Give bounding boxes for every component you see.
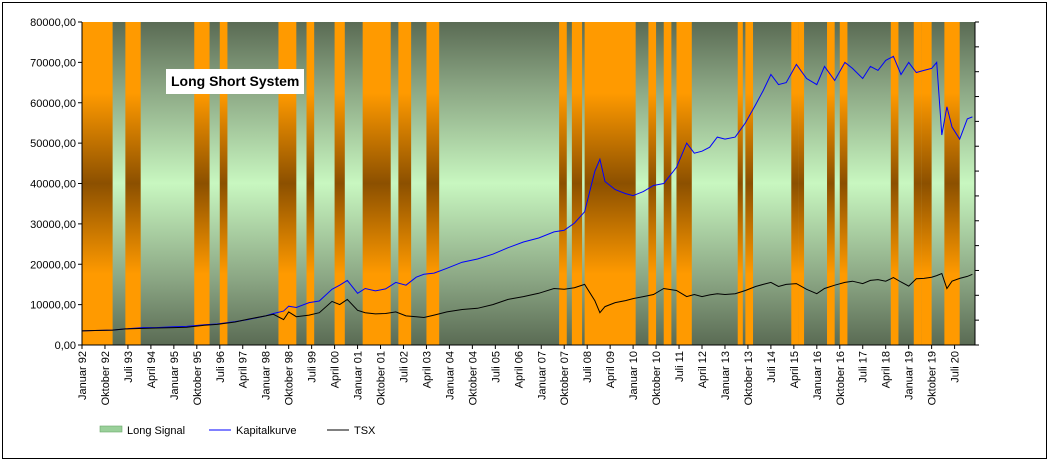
long-signal-band <box>745 22 754 345</box>
long-signal-band <box>559 22 567 345</box>
chart-title: Long Short System <box>171 73 299 89</box>
x-tick-label: Juli 20 <box>950 351 962 383</box>
y-tick-label: 10000,00 <box>30 300 76 312</box>
chart-title-box: Long Short System <box>166 69 304 94</box>
long-signal-band <box>278 22 297 345</box>
long-signal-band <box>194 22 210 345</box>
long-signal-band <box>306 22 315 345</box>
x-tick-label: April 09 <box>605 351 617 388</box>
x-tick-label: Januar 10 <box>628 351 640 400</box>
y-tick-label: 30000,00 <box>30 219 76 231</box>
x-tick-label: Juli 08 <box>582 351 594 383</box>
series-lines <box>81 55 973 332</box>
long-signal-band <box>648 22 657 345</box>
x-tick-label: Januar 01 <box>353 351 365 400</box>
long-signal-band <box>921 22 932 345</box>
x-tick-label: April 00 <box>330 351 342 388</box>
x-tick-label: April 97 <box>238 351 250 388</box>
legend-item-tsx: TSX <box>327 425 376 437</box>
legend-item-kapitalkurve: Kapitalkurve <box>209 425 297 437</box>
long-signal-band <box>839 22 848 345</box>
x-tick-label: Januar 19 <box>904 351 916 400</box>
series-line-kapitalkurve <box>81 55 973 332</box>
long-signal-band <box>82 22 113 345</box>
chart-title-background <box>166 69 304 94</box>
legend-label: Long Signal <box>127 425 185 437</box>
long-signal-band <box>125 22 141 345</box>
long-signal-band <box>334 22 345 345</box>
x-tick-label: Juli 14 <box>766 351 778 383</box>
x-tick-label: April 03 <box>421 351 433 388</box>
long-signal-band <box>362 22 391 345</box>
x-tick-label: April 12 <box>697 351 709 388</box>
long-signal-band <box>798 22 805 345</box>
y-axis: 0,00 10000,00 20000,00 30000,00 40000,00 5000… <box>30 17 83 352</box>
x-tick-label: Juli 02 <box>399 351 411 383</box>
x-tick-label: April 15 <box>789 351 801 388</box>
long-signal-band <box>398 22 412 345</box>
long-signal-band <box>827 22 835 345</box>
series-line-tsx <box>81 272 973 332</box>
y-axis-right <box>974 21 979 346</box>
x-tick-label: Oktober 07 <box>559 351 571 405</box>
y-tick-label: 80000,00 <box>30 17 76 29</box>
y-tick-label: 60000,00 <box>30 98 76 110</box>
x-tick-label: Oktober 16 <box>835 351 847 405</box>
y-tick-label: 0,00 <box>55 340 76 352</box>
x-tick-label: Januar 95 <box>169 351 181 400</box>
long-signal-band <box>944 22 960 345</box>
long-signal-band <box>584 22 636 345</box>
x-tick-label: Juli 17 <box>858 351 870 383</box>
legend-label: TSX <box>354 425 376 437</box>
x-tick-label: Oktober 92 <box>100 351 112 405</box>
x-tick-label: Januar 07 <box>536 351 548 400</box>
legend-swatch <box>99 425 123 433</box>
long-signal-band <box>737 22 743 345</box>
x-tick-label: Juli 11 <box>674 351 686 382</box>
x-tick-label: Januar 13 <box>720 351 732 400</box>
legend: Long Signal Kapitalkurve TSX <box>99 425 376 437</box>
long-signal-band <box>890 22 899 345</box>
x-tick-label: Juli 05 <box>490 351 502 383</box>
legend-item-long-signal: Long Signal <box>99 425 185 437</box>
long-signal-band <box>426 22 440 345</box>
x-tick-label: Oktober 95 <box>192 351 204 405</box>
x-tick-label: Juli 96 <box>215 351 227 383</box>
long-signal-band <box>571 22 583 345</box>
x-tick-label: Juli 99 <box>307 351 319 383</box>
long-signal-bands <box>82 22 960 345</box>
x-tick-label: Oktober 10 <box>651 351 663 405</box>
x-tick-label: Oktober 13 <box>743 351 755 405</box>
x-tick-label: Juli 93 <box>123 351 135 383</box>
long-signal-band <box>676 22 692 345</box>
long-signal-band <box>913 22 922 345</box>
y-tick-label: 20000,00 <box>30 259 76 271</box>
x-tick-label: April 18 <box>881 351 893 388</box>
x-tick-label: Oktober 98 <box>284 351 296 405</box>
long-signal-band <box>663 22 672 345</box>
long-signal-band <box>219 22 228 345</box>
x-tick-label: Oktober 19 <box>927 351 939 405</box>
x-tick-label: April 94 <box>146 351 158 388</box>
long-signal-band <box>791 22 799 345</box>
y-tick-label: 70000,00 <box>30 57 76 69</box>
x-tick-label: Januar 98 <box>261 351 273 400</box>
x-tick-label: Januar 16 <box>812 351 824 400</box>
y-tick-label: 40000,00 <box>30 179 76 191</box>
x-tick-label: April 06 <box>513 351 525 388</box>
x-axis: Januar 92 Oktober 92 Juli 93 April 94 Januar… <box>77 344 975 405</box>
y-tick-label: 50000,00 <box>30 138 76 150</box>
x-tick-label: Oktober 01 <box>376 351 388 405</box>
x-tick-label: Januar 04 <box>444 351 456 400</box>
x-tick-label: Januar 92 <box>77 351 89 400</box>
x-tick-label: Oktober 04 <box>467 351 479 405</box>
legend-label: Kapitalkurve <box>236 425 297 437</box>
